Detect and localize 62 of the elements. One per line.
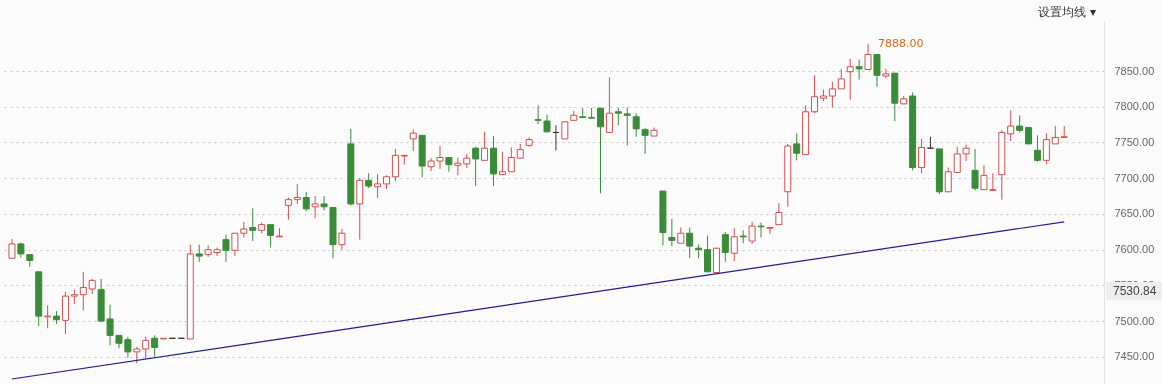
y-tick-label: 7800.00 (1114, 100, 1155, 113)
candlestick (721, 231, 729, 263)
candlestick (293, 183, 301, 205)
candlestick (793, 132, 801, 161)
candlestick (668, 218, 676, 247)
candlestick (374, 173, 382, 199)
candlestick (356, 177, 364, 241)
candlestick (151, 334, 159, 358)
candlestick (1060, 125, 1068, 138)
candlestick (873, 54, 881, 88)
candlestick (320, 195, 328, 211)
candlestick (730, 227, 738, 262)
candlestick (338, 228, 346, 251)
candlestick (597, 107, 605, 194)
candlestick (8, 238, 16, 259)
candlestick (757, 222, 765, 239)
candlestick (1042, 132, 1050, 166)
candlestick (409, 129, 417, 152)
candlestick (44, 304, 52, 329)
candlestick (971, 148, 979, 191)
candlestick (918, 138, 926, 174)
candlestick (846, 58, 854, 101)
candlestick (686, 227, 694, 259)
candlestick (623, 106, 631, 146)
candlestick (302, 191, 310, 212)
candlestick (605, 76, 613, 133)
text: 7530.84 (1113, 284, 1157, 298)
candlestick (882, 68, 890, 79)
candlestick (391, 148, 399, 182)
candlestick (481, 131, 489, 161)
candlestick (445, 156, 453, 173)
y-tick-label: 7700.00 (1114, 171, 1155, 184)
candlestick (142, 336, 150, 360)
candlestick (222, 234, 230, 263)
annotation: 7888.00 (878, 36, 924, 50)
candlestick (249, 207, 257, 242)
y-tick-label: 7650.00 (1114, 207, 1155, 220)
candlestick (837, 68, 845, 90)
y-tick-label: 7750.00 (1114, 135, 1155, 148)
candlestick (748, 221, 756, 245)
y-tick-label: 7500.00 (1114, 314, 1155, 327)
candlestick (864, 43, 872, 71)
candlestick (1033, 134, 1041, 163)
y-tick-label: 7850.00 (1114, 64, 1155, 77)
candlestick (284, 197, 292, 221)
y-tick-label: 7600.00 (1114, 243, 1155, 256)
candlestick (472, 146, 480, 187)
y-tick-label: 7450.00 (1114, 350, 1155, 363)
candlestick (811, 74, 819, 114)
text: 设置均线 ▾ (1038, 5, 1096, 19)
candlestick (311, 195, 319, 219)
candlestick (775, 202, 783, 226)
candlestick (828, 81, 836, 108)
candlestick (1007, 109, 1015, 142)
candlestick (79, 271, 87, 311)
candlestick (855, 59, 863, 81)
candlestick (766, 227, 774, 235)
candlestick (704, 234, 712, 273)
candlestick (507, 146, 515, 173)
candlestick (498, 151, 506, 176)
candlestick (267, 224, 275, 249)
candlestick (944, 166, 952, 193)
